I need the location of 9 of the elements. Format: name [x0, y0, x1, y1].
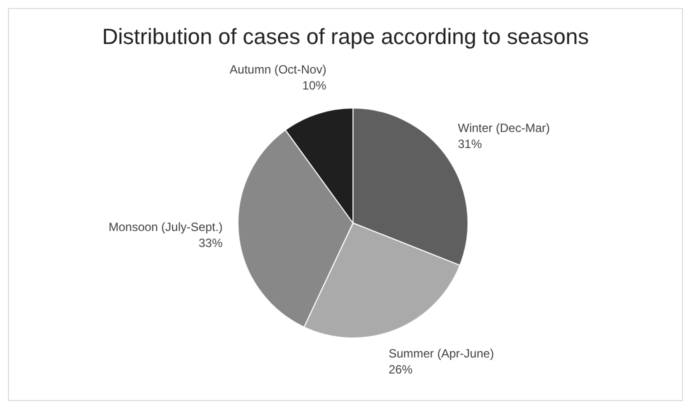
- data-label: 10%: [302, 78, 327, 92]
- data-label: 31%: [458, 137, 482, 152]
- chart-title: Distribution of cases of rape according to seasons: [102, 24, 589, 49]
- data-label: 33%: [198, 236, 223, 250]
- slice-label: Autumn (Oct-Nov): [230, 62, 326, 76]
- slice-label: Summer (Apr-June): [388, 346, 494, 360]
- slice-label: Monsoon (July-Sept.): [108, 220, 223, 234]
- data-label: 26%: [388, 362, 413, 376]
- slice-label: Winter (Dec-Mar): [458, 121, 550, 136]
